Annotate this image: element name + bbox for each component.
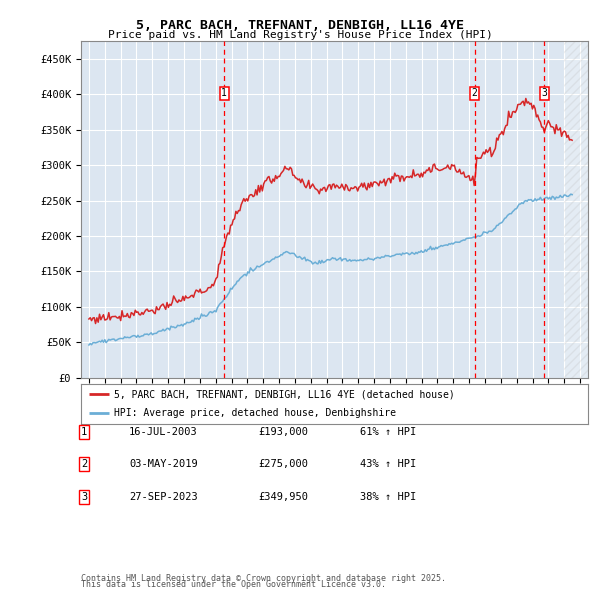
Text: 61% ↑ HPI: 61% ↑ HPI <box>360 427 416 437</box>
Text: Price paid vs. HM Land Registry's House Price Index (HPI): Price paid vs. HM Land Registry's House … <box>107 30 493 40</box>
Text: 27-SEP-2023: 27-SEP-2023 <box>129 492 198 502</box>
Text: 3: 3 <box>81 492 87 502</box>
Text: 2: 2 <box>81 460 87 469</box>
Text: 1: 1 <box>81 427 87 437</box>
Text: £349,950: £349,950 <box>258 492 308 502</box>
Text: 5, PARC BACH, TREFNANT, DENBIGH, LL16 4YE: 5, PARC BACH, TREFNANT, DENBIGH, LL16 4Y… <box>136 19 464 32</box>
Text: 2: 2 <box>472 88 478 99</box>
Text: HPI: Average price, detached house, Denbighshire: HPI: Average price, detached house, Denb… <box>114 408 396 418</box>
Text: £275,000: £275,000 <box>258 460 308 469</box>
Text: 38% ↑ HPI: 38% ↑ HPI <box>360 492 416 502</box>
Text: 1: 1 <box>221 88 227 99</box>
Text: 5, PARC BACH, TREFNANT, DENBIGH, LL16 4YE (detached house): 5, PARC BACH, TREFNANT, DENBIGH, LL16 4Y… <box>114 389 455 399</box>
Text: 03-MAY-2019: 03-MAY-2019 <box>129 460 198 469</box>
Text: 43% ↑ HPI: 43% ↑ HPI <box>360 460 416 469</box>
Text: 3: 3 <box>541 88 547 99</box>
Text: Contains HM Land Registry data © Crown copyright and database right 2025.: Contains HM Land Registry data © Crown c… <box>81 574 446 583</box>
Text: This data is licensed under the Open Government Licence v3.0.: This data is licensed under the Open Gov… <box>81 580 386 589</box>
Text: £193,000: £193,000 <box>258 427 308 437</box>
Text: 16-JUL-2003: 16-JUL-2003 <box>129 427 198 437</box>
